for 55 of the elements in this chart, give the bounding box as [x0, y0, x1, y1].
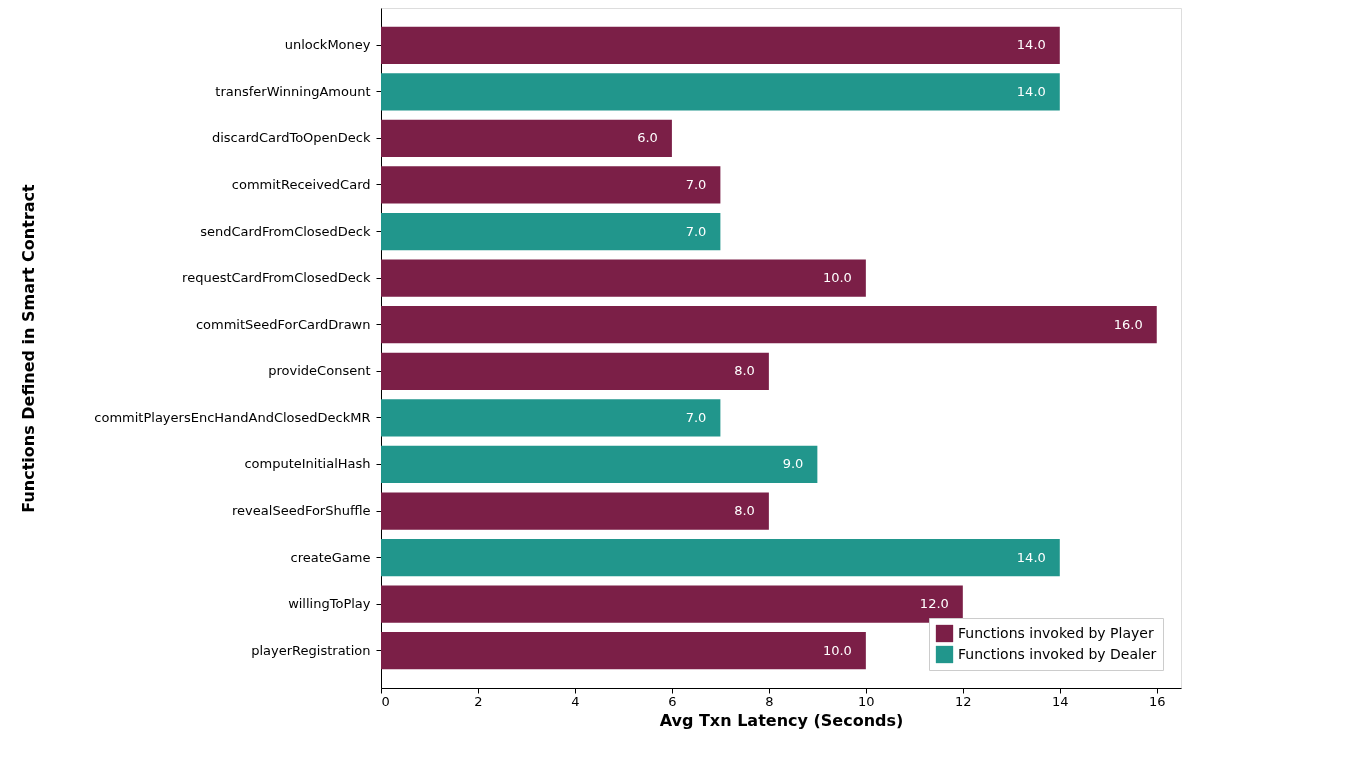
- data-label: 14.0: [1016, 37, 1046, 53]
- y-tick-label: playerRegistration: [251, 642, 371, 658]
- bar: [381, 399, 721, 437]
- data-label: 14.0: [1016, 549, 1046, 565]
- data-label: 8.0: [734, 503, 755, 519]
- x-tick-label: 2: [474, 693, 483, 709]
- data-label: 14.0: [1016, 83, 1046, 99]
- x-tick-label: 0: [381, 693, 390, 709]
- y-tick-label: revealSeedForShuffle: [232, 503, 371, 519]
- y-tick-label: createGame: [290, 549, 371, 565]
- bar: [381, 212, 721, 251]
- y-tick-label: commitPlayersEncHandAndClosedDeckMR: [94, 409, 371, 425]
- y-tick-label: unlockMoney: [284, 37, 371, 53]
- bar: [381, 538, 1060, 577]
- data-label: 8.0: [734, 363, 755, 379]
- y-tick-label: provideConsent: [268, 363, 371, 379]
- y-tick-label: willingToPlay: [288, 596, 371, 612]
- data-label: 10.0: [822, 642, 852, 658]
- y-tick-label: commitReceivedCard: [231, 176, 371, 192]
- legend-label: Functions invoked by Dealer: [958, 645, 1157, 662]
- bar: [381, 119, 672, 158]
- bar: [381, 445, 818, 484]
- bar: [381, 73, 1060, 111]
- data-label: 6.0: [637, 130, 658, 146]
- data-label: 12.0: [919, 596, 949, 612]
- x-tick-label: 10: [858, 693, 875, 709]
- bar: [381, 492, 769, 530]
- bar: [381, 259, 866, 297]
- bar: [381, 585, 963, 623]
- x-tick-label: 14: [1052, 693, 1069, 709]
- data-label: 16.0: [1113, 316, 1143, 332]
- bar: [381, 26, 1060, 64]
- bar: [381, 352, 769, 390]
- data-label: 9.0: [782, 456, 804, 472]
- x-tick-label: 8: [765, 693, 774, 709]
- y-tick-label: transferWinningAmount: [215, 83, 371, 99]
- y-tick-label: requestCardFromClosedDeck: [182, 270, 371, 286]
- legend-label: Functions invoked by Player: [958, 624, 1154, 641]
- x-tick-label: 12: [955, 693, 972, 709]
- y-axis-title: Functions Defined in Smart Contract: [18, 183, 38, 513]
- data-label: 10.0: [822, 270, 852, 286]
- data-label: 7.0: [685, 176, 707, 192]
- x-tick-label: 16: [1148, 693, 1166, 709]
- y-tick-label: sendCardFromClosedDeck: [200, 223, 371, 239]
- bar: [381, 306, 1157, 344]
- y-tick-label: discardCardToOpenDeck: [211, 130, 371, 146]
- x-tick-label: 4: [571, 693, 580, 709]
- bar: [381, 632, 866, 670]
- data-label: 7.0: [685, 409, 707, 425]
- x-tick-label: 6: [668, 693, 677, 709]
- data-label: 7.0: [685, 223, 707, 239]
- y-tick-label: commitSeedForCardDrawn: [195, 316, 371, 332]
- bar: [381, 166, 721, 204]
- x-axis-title: Avg Txn Latency (Seconds): [659, 710, 904, 730]
- y-tick-label: computeInitialHash: [244, 456, 371, 472]
